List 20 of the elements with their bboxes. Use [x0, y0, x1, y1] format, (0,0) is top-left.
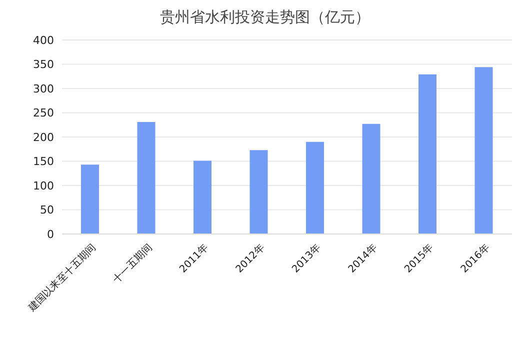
- y-tick-label: 150: [33, 155, 54, 168]
- y-tick-label: 400: [33, 34, 54, 47]
- y-tick-label: 100: [33, 179, 54, 192]
- x-tick-label: 建国以来至十五期间: [25, 242, 98, 314]
- bar: [306, 142, 324, 234]
- bar: [137, 122, 156, 234]
- y-tick-label: 0: [47, 228, 54, 241]
- y-tick-label: 350: [33, 58, 54, 72]
- bar: [362, 124, 380, 234]
- bar: [474, 67, 493, 234]
- y-tick-label: 200: [33, 130, 54, 144]
- bar: [250, 150, 268, 234]
- y-tick-label: 50: [40, 204, 54, 217]
- bar: [194, 160, 212, 234]
- bar: [81, 164, 99, 234]
- y-tick-label: 250: [33, 106, 54, 120]
- bar: [418, 74, 436, 234]
- y-tick-label: 300: [33, 82, 54, 96]
- x-tick-label: 十一五期间: [110, 242, 154, 286]
- chart-title: 贵州省水利投资走势图（亿元）: [159, 8, 371, 28]
